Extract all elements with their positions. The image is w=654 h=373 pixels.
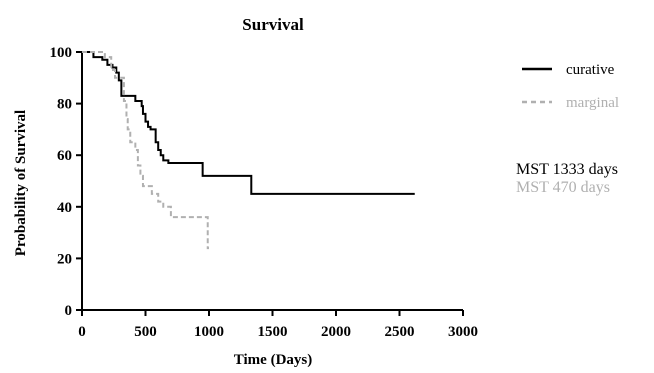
x-tick-label: 2500 (385, 324, 415, 340)
y-axis-label: Probability of Survival (13, 110, 29, 256)
legend: curative marginal (522, 62, 619, 111)
mst-annotation: MST 1333 days (516, 161, 618, 178)
x-tick-label: 1000 (194, 324, 224, 340)
y-tick-label: 0 (65, 303, 73, 319)
axes: 0 500 1000 1500 2000 2500 3000 0 20 40 60 80 100 (50, 45, 479, 340)
y-tick-label: 100 (50, 45, 73, 61)
y-tick-label: 20 (57, 251, 72, 267)
legend-label-curative: curative (566, 62, 615, 78)
x-tick-label: 1500 (258, 324, 288, 340)
legend-label-marginal: marginal (566, 95, 619, 111)
y-tick-label: 60 (57, 148, 72, 164)
series-line-curative (82, 51, 415, 195)
x-tick-label: 0 (78, 324, 86, 340)
series-line-marginal (82, 51, 209, 250)
chart-title: Survival (242, 15, 304, 34)
x-axis-label: Time (Days) (234, 352, 312, 368)
series-layer (82, 51, 415, 250)
x-tick-label: 2000 (321, 324, 351, 340)
x-tick-label: 500 (134, 324, 157, 340)
mst-annotation: MST 470 days (516, 179, 610, 196)
y-tick-label: 40 (57, 200, 72, 216)
y-tick-label: 80 (57, 97, 72, 113)
x-tick-label: 3000 (448, 324, 478, 340)
